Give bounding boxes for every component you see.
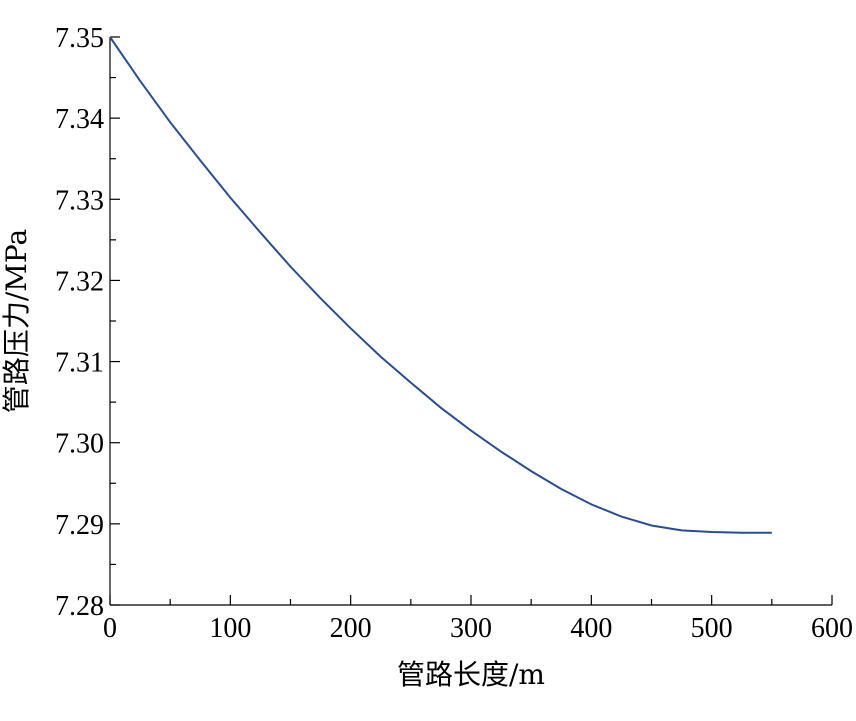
y-tick-label: 7.32 — [55, 266, 104, 297]
y-tick-label: 7.35 — [55, 23, 104, 54]
y-axis-title: 管路压力/MPa — [0, 229, 33, 413]
x-tick-label: 400 — [570, 613, 612, 644]
series-layer — [109, 36, 772, 534]
x-tick-label: 300 — [450, 613, 492, 644]
y-tick-label: 7.30 — [55, 429, 104, 460]
x-tick-label: 200 — [330, 613, 372, 644]
x-tick-label: 500 — [691, 613, 733, 644]
x-ticks: 0 100 200 300 400 500 600 — [103, 595, 853, 644]
axes — [109, 37, 832, 606]
x-tick-label: 100 — [209, 613, 251, 644]
series-line — [109, 36, 772, 534]
y-tick-label: 7.31 — [55, 348, 104, 379]
x-axis-title: 管路长度/m — [397, 658, 545, 691]
y-ticks: 7.28 7.29 7.30 7.31 7.32 7.33 7.34 7.35 — [55, 23, 120, 622]
x-tick-label: 0 — [103, 613, 117, 644]
x-tick-label: 600 — [811, 613, 853, 644]
y-tick-label: 7.34 — [55, 104, 104, 135]
y-tick-label: 7.28 — [55, 591, 104, 622]
y-tick-label: 7.29 — [55, 510, 104, 541]
y-tick-label: 7.33 — [55, 185, 104, 216]
